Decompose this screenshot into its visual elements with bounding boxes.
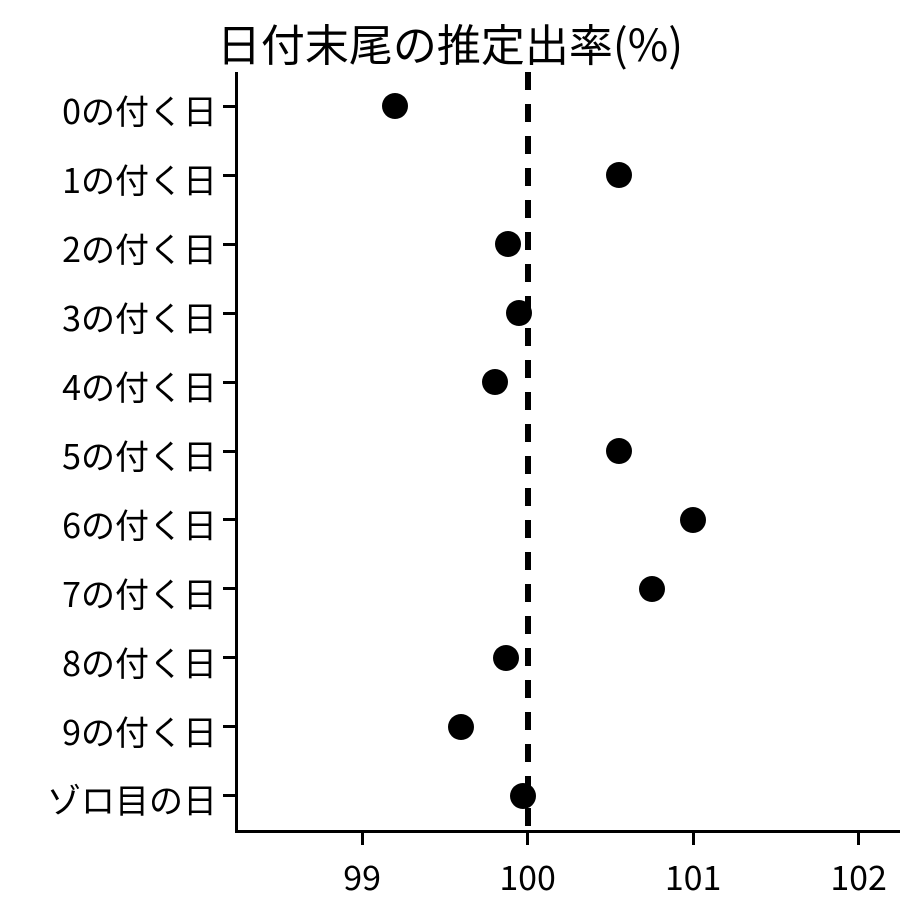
y-tick-label: 0の付く日 (62, 85, 217, 134)
y-tick (223, 174, 235, 177)
chart-container: 日付末尾の推定出率(%) 99 100 101 102 0の付く日 1の付く日 2の付く日 3… (0, 0, 900, 900)
data-point (482, 369, 508, 395)
reference-line (525, 168, 531, 186)
data-point (495, 231, 521, 257)
x-tick (361, 833, 364, 845)
reference-line (525, 584, 531, 602)
reference-line (525, 808, 531, 826)
reference-line (525, 648, 531, 666)
y-tick (223, 243, 235, 246)
y-tick-label: 2の付く日 (62, 223, 217, 272)
reference-line (525, 424, 531, 442)
data-point (493, 645, 519, 671)
reference-line (525, 712, 531, 730)
data-point (639, 576, 665, 602)
data-point (680, 507, 706, 533)
data-point (448, 714, 474, 740)
reference-line (525, 456, 531, 474)
reference-line (525, 136, 531, 154)
y-tick (223, 725, 235, 728)
reference-line (525, 680, 531, 698)
data-point (510, 783, 536, 809)
y-axis-line (235, 72, 238, 830)
reference-line (525, 264, 531, 282)
reference-line (525, 520, 531, 538)
y-tick-label: 9の付く日 (62, 706, 217, 755)
y-tick-label: 7の付く日 (62, 568, 217, 617)
y-tick-label: 3の付く日 (62, 292, 217, 341)
reference-line (525, 328, 531, 346)
x-tick-label: 101 (643, 851, 743, 900)
reference-line (525, 616, 531, 634)
reference-line (525, 200, 531, 218)
y-tick (223, 450, 235, 453)
reference-line (525, 104, 531, 122)
x-axis-line (235, 830, 900, 833)
x-tick (692, 833, 695, 845)
x-tick-label: 99 (312, 851, 412, 900)
reference-line (525, 392, 531, 410)
y-tick (223, 794, 235, 797)
data-point (606, 162, 632, 188)
reference-line (525, 360, 531, 378)
y-tick (223, 381, 235, 384)
data-point (382, 93, 408, 119)
x-tick (857, 833, 860, 845)
x-tick-label: 102 (809, 851, 900, 900)
y-tick (223, 105, 235, 108)
y-tick (223, 656, 235, 659)
reference-line (525, 744, 531, 762)
y-tick-label: ゾロ目の日 (47, 774, 217, 823)
y-tick-label: 5の付く日 (62, 430, 217, 479)
y-tick (223, 312, 235, 315)
data-point (506, 300, 532, 326)
y-tick-label: 1の付く日 (62, 154, 217, 203)
data-point (606, 438, 632, 464)
reference-line (525, 232, 531, 250)
y-tick-label: 6の付く日 (62, 499, 217, 548)
x-tick (526, 833, 529, 845)
y-tick-label: 8の付く日 (62, 637, 217, 686)
reference-line (525, 552, 531, 570)
chart-title: 日付末尾の推定出率(%) (0, 10, 900, 74)
reference-line (525, 72, 531, 90)
x-tick-label: 100 (478, 851, 578, 900)
y-tick-label: 4の付く日 (62, 361, 217, 410)
y-tick (223, 518, 235, 521)
reference-line (525, 488, 531, 506)
y-tick (223, 587, 235, 590)
